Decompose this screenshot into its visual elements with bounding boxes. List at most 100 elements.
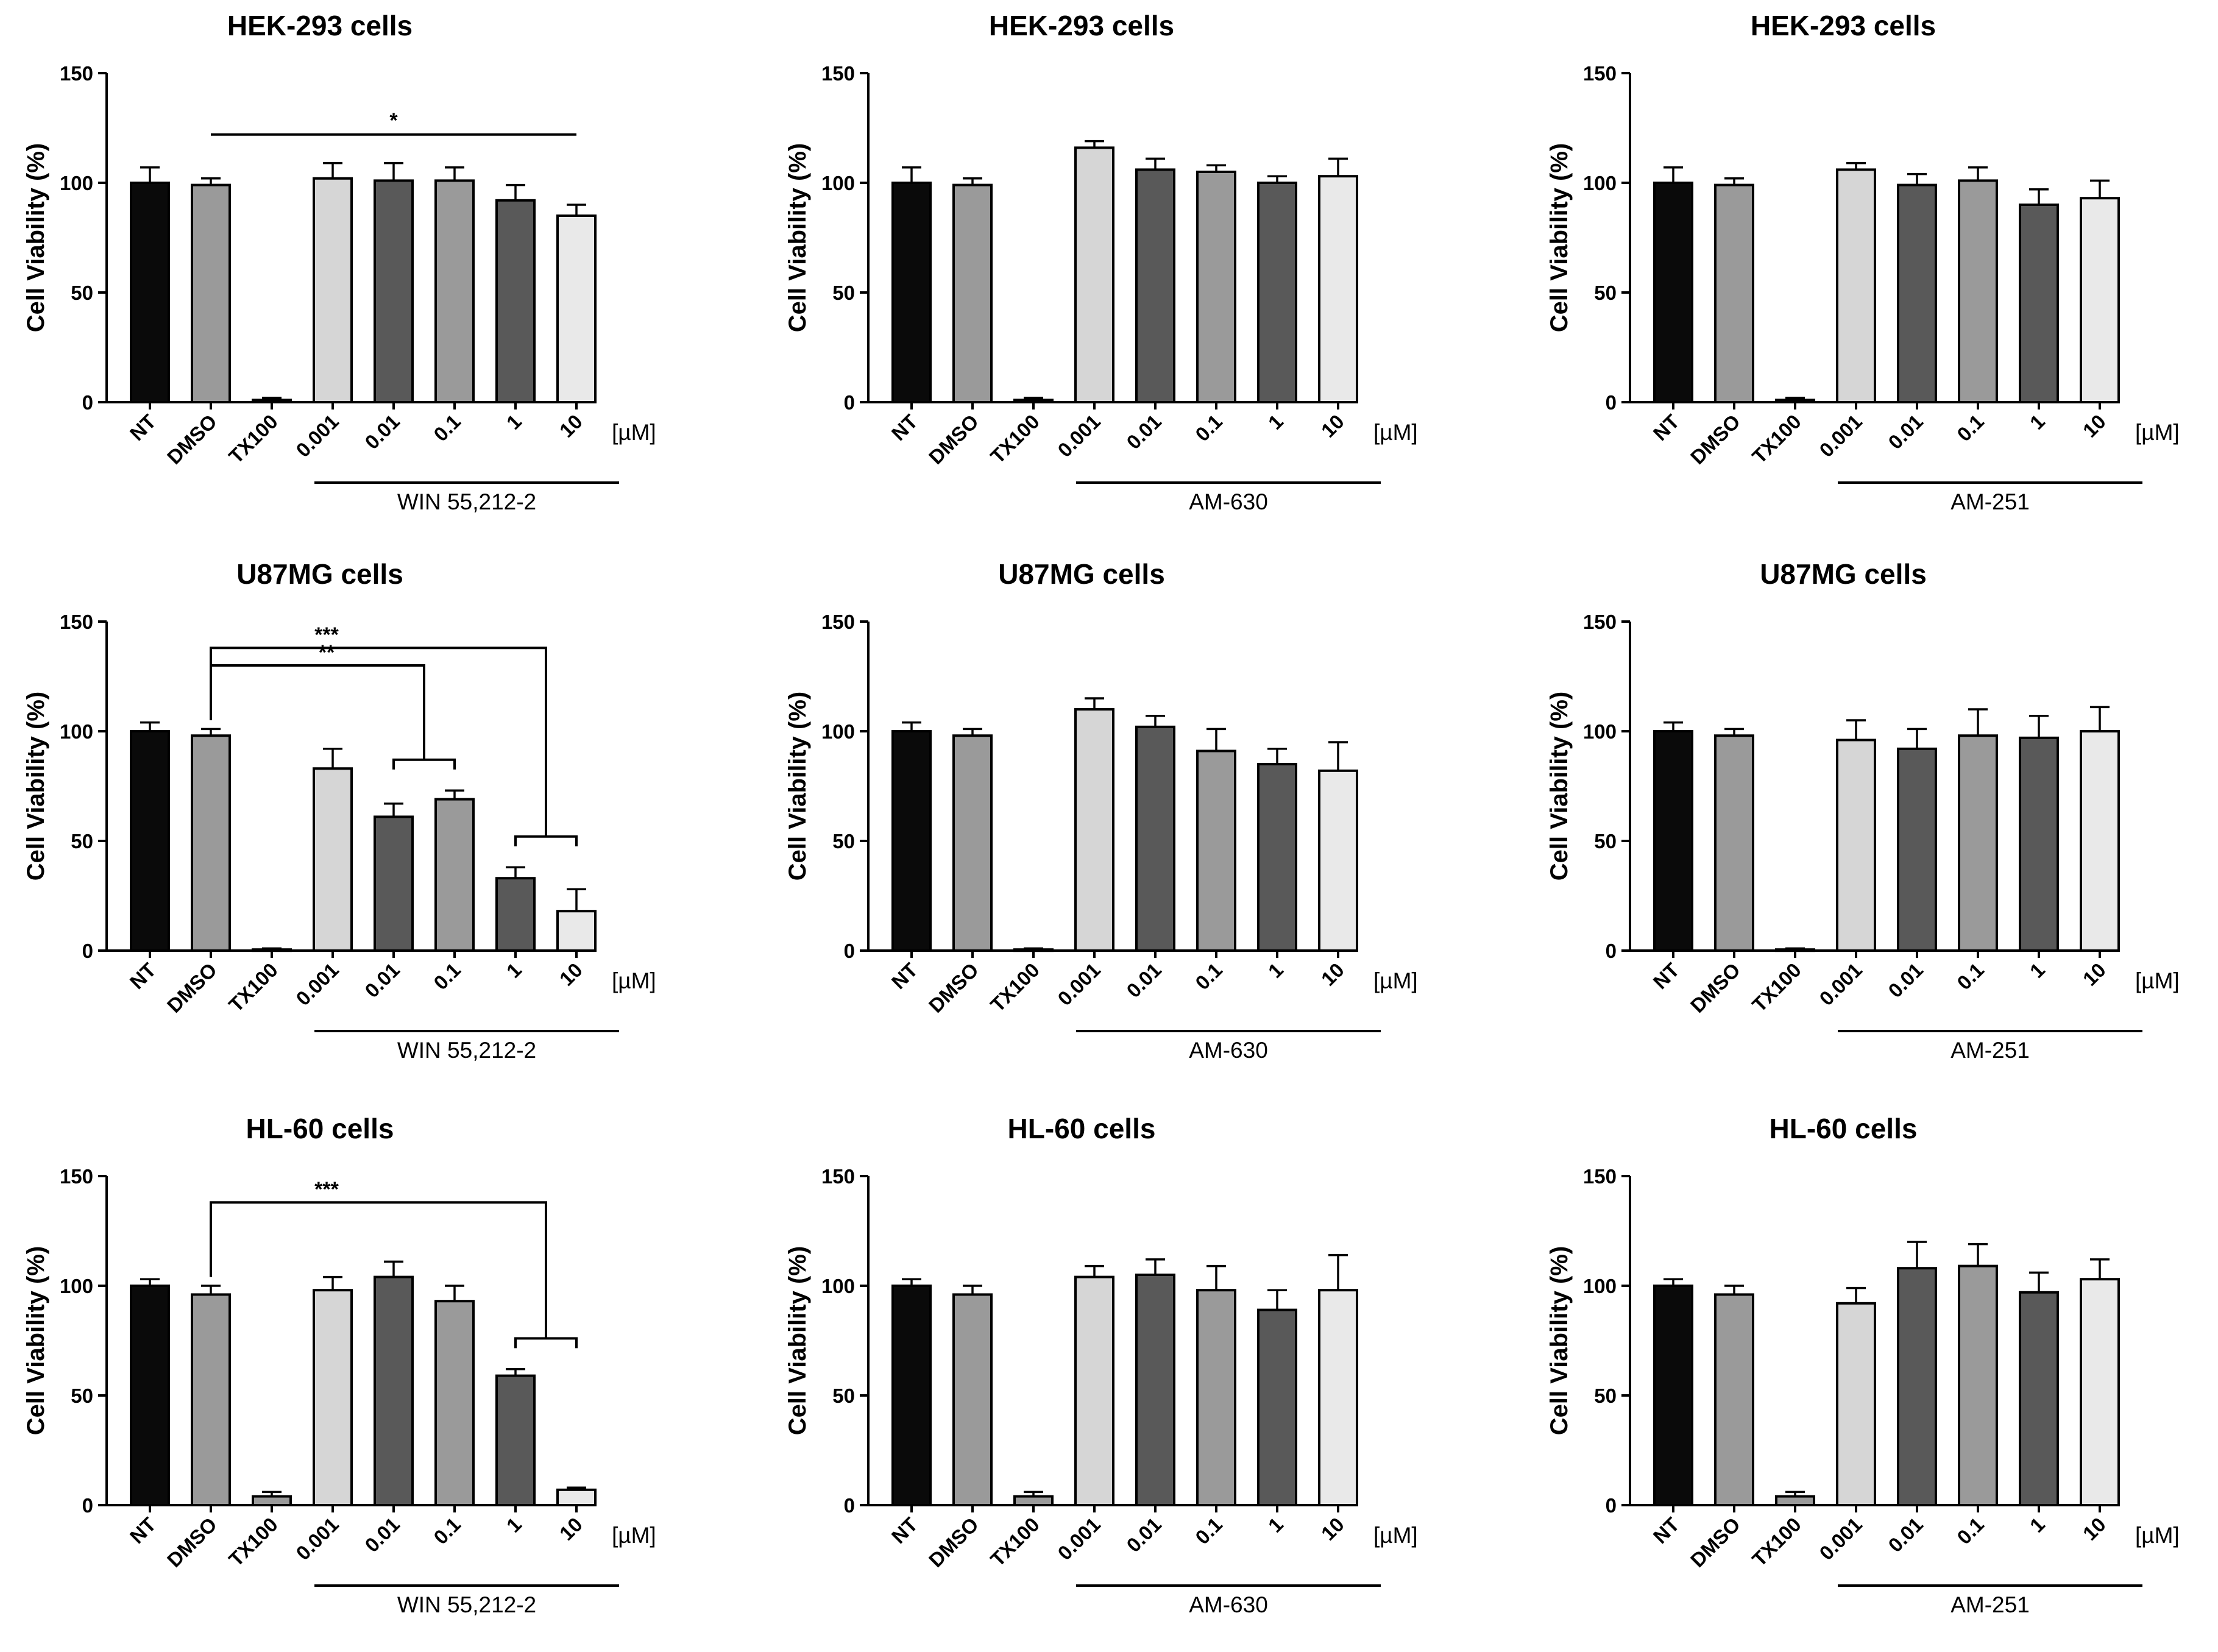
- chart-title: HEK-293 cells: [989, 10, 1174, 41]
- x-tick-label: 0.001: [291, 1513, 343, 1565]
- bar-1: [495, 1374, 536, 1506]
- y-tick-label: 150: [1583, 62, 1617, 85]
- bar-chart: HL-60 cells Cell Viability (%) 0 50 100 150 NT…: [784, 1113, 1418, 1617]
- bar-0_1: [1196, 750, 1236, 952]
- y-tick-label: 50: [71, 282, 93, 304]
- bar-chart: HL-60 cells Cell Viability (%) 0 50 100 150 NT…: [23, 1113, 656, 1617]
- bar-NT: [891, 730, 932, 952]
- chart-title: HL-60 cells: [1008, 1113, 1156, 1144]
- x-tick-label: 1: [502, 959, 526, 982]
- bar-1: [495, 199, 536, 403]
- chart-panel: HL-60 cells Cell Viability (%) 0 50 100 150 NT…: [762, 1103, 1493, 1639]
- bar-0_01: [374, 179, 414, 403]
- treatment-label: AM-251: [1950, 1592, 2030, 1617]
- x-tick-label: NT: [1649, 1513, 1684, 1548]
- y-axis-label: Cell Viability (%): [784, 692, 811, 881]
- x-tick-label: DMSO: [1686, 1513, 1745, 1572]
- y-tick-label: 150: [821, 1165, 855, 1188]
- y-tick-label: 150: [821, 611, 855, 633]
- y-tick-label: 50: [1594, 830, 1617, 853]
- x-tick-label: 1: [502, 410, 526, 434]
- y-axis-label: Cell Viability (%): [784, 1246, 811, 1435]
- y-tick-label: 50: [1594, 282, 1617, 304]
- y-tick-label: 0: [82, 940, 93, 962]
- x-tick-label: 0.1: [429, 410, 465, 446]
- bar-0_01: [374, 1275, 414, 1506]
- x-tick-label: 10: [2078, 1513, 2110, 1545]
- y-tick-label: 100: [821, 172, 855, 194]
- x-tick-label: 0.001: [1053, 410, 1105, 462]
- y-tick-label: 100: [821, 1275, 855, 1297]
- y-tick-label: 0: [1606, 940, 1617, 962]
- bar-NT: [1653, 182, 1693, 403]
- bar-0_001: [313, 767, 353, 952]
- y-tick-label: 50: [832, 282, 855, 304]
- bar-0_001: [1836, 1302, 1876, 1506]
- bar-chart: U87MG cells Cell Viability (%) 0 50 100 150 NT…: [1546, 558, 2180, 1063]
- bar-NT: [130, 730, 170, 952]
- y-tick-label: 100: [821, 720, 855, 743]
- x-tick-label: 0.001: [1053, 1513, 1105, 1565]
- chart-panel: U87MG cells Cell Viability (%) 0 50 100 150 NT…: [1523, 548, 2218, 1085]
- y-axis-label: Cell Viability (%): [1546, 692, 1573, 881]
- y-axis-label: Cell Viability (%): [1546, 143, 1573, 332]
- x-tick-label: TX100: [986, 410, 1044, 468]
- bar-chart: HEK-293 cells Cell Viability (%) 0 50 100 150…: [784, 10, 1418, 514]
- treatment-label: AM-630: [1189, 1038, 1268, 1063]
- chart-panel: U87MG cells Cell Viability (%) 0 50 100 150 NT…: [762, 548, 1493, 1085]
- unit-label: [µM]: [1373, 1523, 1418, 1548]
- bar-0_1: [1196, 171, 1236, 403]
- x-tick-label: 0.01: [360, 410, 404, 454]
- bar-1: [1257, 763, 1297, 952]
- x-tick-label: 10: [1317, 1513, 1348, 1545]
- x-tick-label: 0.01: [1883, 1513, 1927, 1557]
- bar-0_1: [434, 1300, 475, 1506]
- y-tick-label: 0: [844, 940, 855, 962]
- y-tick-label: 0: [1606, 1494, 1617, 1517]
- bar-TX100: [252, 948, 292, 952]
- bar-chart: HL-60 cells Cell Viability (%) 0 50 100 150 NT…: [1546, 1113, 2180, 1617]
- bar-TX100: [1013, 1495, 1054, 1506]
- chart-title: U87MG cells: [998, 558, 1165, 590]
- x-tick-label: 10: [1317, 410, 1348, 442]
- bar-10: [2080, 197, 2120, 403]
- x-tick-label: DMSO: [163, 959, 221, 1017]
- bar-0_01: [1135, 725, 1175, 952]
- x-tick-label: 10: [1317, 959, 1348, 990]
- y-axis-label: Cell Viability (%): [784, 143, 811, 332]
- bar-DMSO: [191, 734, 231, 952]
- unit-label: [µM]: [2135, 420, 2180, 445]
- bar-10: [2080, 1278, 2120, 1506]
- bar-0_01: [1897, 183, 1937, 403]
- x-tick-label: 0.001: [1815, 1513, 1866, 1565]
- chart-title: HL-60 cells: [246, 1113, 394, 1144]
- bar-10: [1318, 769, 1358, 952]
- bar-0_1: [1958, 734, 1998, 952]
- x-tick-label: 0.001: [1815, 410, 1866, 462]
- unit-label: [µM]: [612, 968, 656, 993]
- significance-marker: ***: [314, 1178, 339, 1201]
- x-tick-label: 0.001: [1053, 959, 1105, 1010]
- x-tick-label: TX100: [224, 1513, 282, 1571]
- x-tick-label: NT: [1649, 410, 1684, 445]
- x-tick-label: NT: [126, 1513, 160, 1548]
- chart-panel: HL-60 cells Cell Viability (%) 0 50 100 150 NT…: [0, 1103, 731, 1639]
- bar-10: [1318, 175, 1358, 403]
- y-tick-label: 100: [1583, 720, 1617, 743]
- bar-DMSO: [1714, 734, 1754, 952]
- x-tick-label: 1: [2025, 959, 2049, 982]
- x-tick-label: 0.001: [1815, 959, 1866, 1010]
- y-tick-label: 50: [832, 830, 855, 853]
- x-tick-label: 0.01: [1122, 1513, 1166, 1557]
- treatment-label: AM-630: [1189, 489, 1268, 514]
- x-tick-label: 0.1: [1191, 959, 1227, 994]
- chart-title: U87MG cells: [236, 558, 403, 590]
- unit-label: [µM]: [2135, 968, 2180, 993]
- unit-label: [µM]: [2135, 1523, 2180, 1548]
- bar-chart: HEK-293 cells Cell Viability (%) 0 50 100 150…: [1546, 10, 2180, 514]
- y-axis-label: Cell Viability (%): [1546, 1246, 1573, 1435]
- treatment-label: WIN 55,212-2: [397, 1038, 536, 1063]
- x-tick-label: 0.01: [1122, 410, 1166, 454]
- x-tick-label: DMSO: [163, 1513, 221, 1572]
- y-tick-label: 50: [71, 830, 93, 853]
